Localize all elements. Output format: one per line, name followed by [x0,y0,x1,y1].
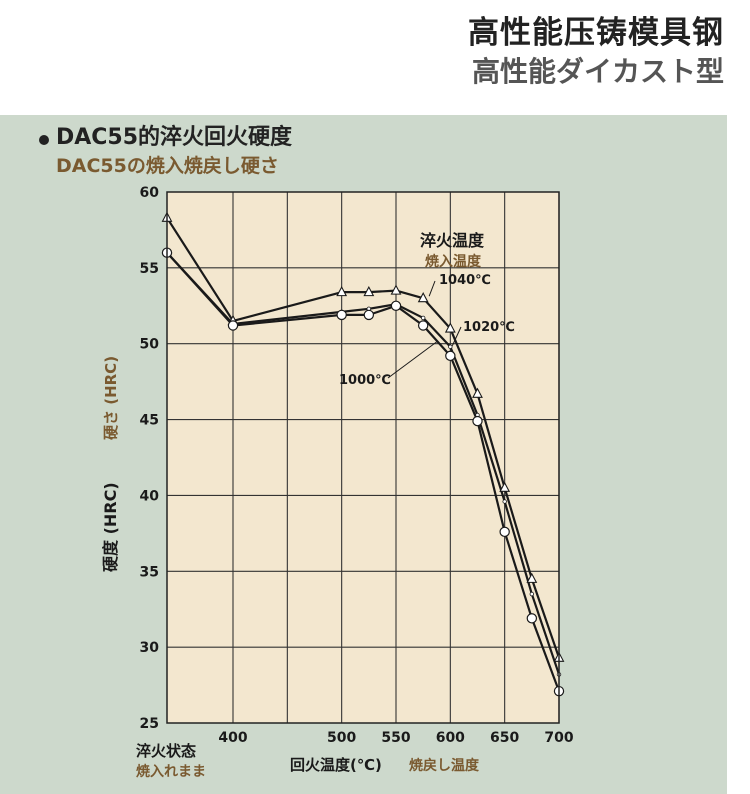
legend-title-cn: 淬火温度 [420,231,485,250]
x-tick-label: 700 [544,730,573,746]
x-axis-label-cn: 回火温度(℃) [290,756,382,774]
x-category-label-jp: 焼入れまま [136,763,206,780]
marker-dot [502,499,507,504]
y-tick-label: 25 [140,716,159,732]
marker-dot [420,315,426,321]
marker-circle [336,309,347,321]
marker-circle [445,350,456,362]
marker-dot [448,344,453,349]
header-title-jp: 高性能ダイカスト型 [471,55,724,88]
marker-circle [227,320,239,331]
plot-area [167,192,559,723]
marker-circle [390,300,402,311]
leader-line-1 [451,326,462,346]
axes: 25 30 35 40 45 50 55 60 400 500 550 600 650 700 [140,185,574,746]
x-category-label-cn: 淬火状态 [136,742,196,760]
marker-triangle [472,387,483,398]
y-tick-label: 40 [140,488,160,504]
x-tick-label: 650 [490,730,519,746]
marker-circle [417,320,429,331]
marker-triangle [526,572,538,583]
y-tick-label: 30 [140,640,160,656]
y-axis-label-jp: 硬さ (HRC) [102,356,120,440]
header-title-cn: 高性能压铸模具钢 [468,15,724,51]
y-axis-label-cn: 硬度 (HRC) [101,482,120,572]
marker-triangle [499,481,511,492]
leader-line-2 [387,341,438,379]
y-tick-label: 45 [140,413,159,429]
series-label-1000: 1000℃ [339,373,391,388]
y-tick-label: 55 [140,261,159,277]
marker-triangle [444,322,456,333]
x-tick-label: 550 [381,730,410,746]
marker-circle [499,526,510,538]
caption-title-cn: DAC55的淬火回火硬度 [56,125,293,150]
marker-triangle [363,285,375,297]
page-header: 高性能压铸模具钢 高性能ダイカスト型 [468,12,724,90]
marker-triangle [417,292,429,303]
leader-line-0 [428,280,436,297]
marker-circle [526,613,538,624]
marker-circle [472,415,483,427]
marker-triangle [390,284,402,295]
series-label-1020: 1020℃ [463,320,515,335]
x-tick-label: 400 [218,730,247,746]
marker-circle [363,309,375,321]
plot-frame [166,191,560,724]
y-tick-label: 35 [140,564,159,580]
x-tick-label: 600 [436,730,465,746]
plot-background [167,192,559,723]
chart-caption: DAC55的淬火回火硬度 DAC55の焼入焼戻し硬さ [39,123,293,179]
y-tick-label: 50 [140,337,160,353]
series-label-1040: 1040℃ [439,273,491,288]
marker-dot [529,591,535,597]
bullet-icon [39,135,49,145]
legend-title-jp: 焼入温度 [425,253,482,270]
x-axis-label-jp: 焼戻し温度 [409,757,480,774]
marker-triangle [336,285,348,297]
caption-title-jp: DAC55の焼入焼戻し硬さ [56,155,279,177]
y-tick-label: 60 [140,185,160,201]
x-tick-label: 500 [327,730,356,746]
